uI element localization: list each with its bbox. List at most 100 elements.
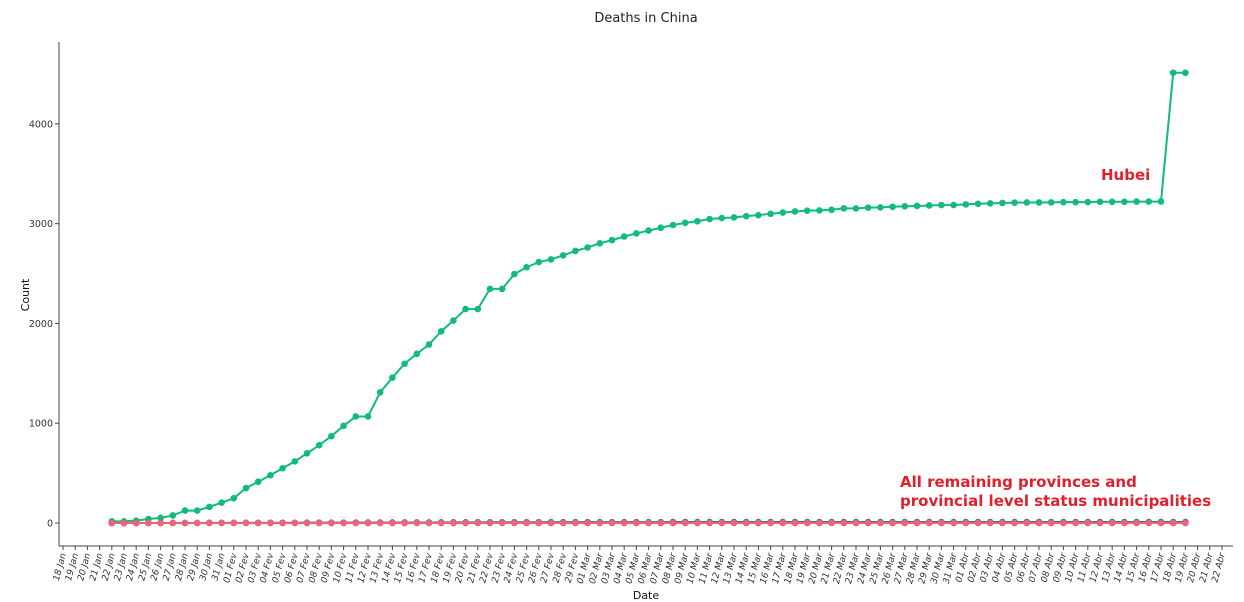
data-point — [1169, 519, 1177, 527]
data-point — [950, 519, 957, 527]
data-point — [938, 201, 945, 209]
data-point — [742, 212, 750, 220]
data-point — [376, 389, 384, 396]
data-point — [486, 285, 494, 293]
data-point — [132, 519, 140, 527]
data-point — [120, 519, 128, 527]
data-point — [669, 519, 677, 527]
data-point — [267, 471, 274, 479]
data-point — [572, 519, 579, 527]
data-point — [974, 519, 982, 527]
data-point — [974, 200, 982, 208]
data-point — [1072, 198, 1079, 206]
data-point — [816, 519, 823, 527]
data-point — [242, 484, 250, 492]
data-point — [645, 519, 652, 527]
data-point — [547, 519, 555, 527]
data-point — [511, 270, 518, 278]
data-point — [291, 519, 299, 527]
data-point — [352, 413, 360, 420]
data-point — [1060, 519, 1067, 527]
data-point — [559, 252, 567, 259]
data-point — [1072, 519, 1079, 527]
x-axis-title: Date — [633, 589, 660, 602]
data-point — [474, 519, 482, 527]
data-point — [742, 519, 750, 527]
data-point — [364, 519, 372, 527]
data-point — [767, 519, 774, 527]
data-point — [535, 258, 543, 266]
data-point — [1145, 519, 1153, 527]
y-ticks: 0 1000 2000 3000 4000 — [29, 119, 59, 530]
data-point — [1108, 198, 1116, 206]
data-point — [999, 519, 1006, 527]
data-point — [1133, 519, 1140, 527]
data-point — [315, 441, 323, 449]
data-point — [1084, 198, 1092, 206]
y-tick-label: 2000 — [29, 319, 53, 330]
data-point — [730, 519, 738, 527]
y-tick-label: 3000 — [29, 219, 53, 230]
data-point — [791, 208, 799, 215]
data-point — [230, 519, 238, 527]
data-point — [450, 519, 457, 527]
y-tick-label: 4000 — [29, 119, 53, 130]
data-point — [986, 200, 994, 207]
data-point — [828, 519, 835, 527]
data-point — [1133, 198, 1140, 205]
data-point — [1145, 198, 1153, 205]
data-point — [633, 519, 640, 527]
data-point — [450, 317, 457, 324]
data-point — [706, 215, 713, 223]
data-point — [303, 449, 311, 457]
data-point — [413, 519, 421, 527]
data-point — [852, 519, 860, 527]
data-point — [242, 519, 250, 527]
data-point — [596, 519, 604, 527]
data-point — [376, 519, 384, 527]
data-point — [938, 519, 945, 527]
data-point — [1035, 199, 1043, 206]
data-point — [340, 422, 347, 430]
data-point — [523, 519, 530, 527]
data-point — [1121, 198, 1128, 206]
data-point — [328, 519, 335, 527]
data-point — [803, 519, 811, 527]
data-point — [694, 519, 701, 527]
data-point — [1011, 199, 1018, 206]
data-point — [389, 519, 396, 527]
data-point — [681, 219, 689, 227]
data-point — [1182, 519, 1189, 527]
data-point — [559, 519, 567, 527]
data-point — [986, 519, 994, 527]
data-point — [889, 519, 896, 527]
data-point — [425, 341, 433, 348]
data-point — [462, 305, 469, 313]
data-point — [633, 230, 640, 237]
data-point — [1182, 69, 1189, 77]
data-point — [620, 519, 628, 527]
data-point — [852, 205, 860, 212]
data-point — [889, 203, 896, 211]
data-point — [193, 519, 201, 527]
data-point — [718, 519, 726, 527]
data-point — [779, 519, 787, 527]
data-point — [584, 519, 591, 527]
data-point — [864, 519, 872, 527]
data-point — [901, 519, 909, 527]
data-point — [901, 202, 909, 210]
data-point — [877, 519, 884, 527]
data-point — [474, 305, 482, 313]
data-point — [437, 519, 445, 527]
data-point — [730, 214, 738, 221]
data-point — [1047, 519, 1055, 527]
data-point — [279, 464, 286, 472]
data-point — [315, 519, 323, 527]
data-point — [181, 519, 189, 527]
data-point — [206, 519, 213, 527]
data-point — [535, 519, 543, 527]
annotation-remaining-line2: provincial level status municipalities — [900, 492, 1211, 510]
data-point — [620, 233, 628, 240]
